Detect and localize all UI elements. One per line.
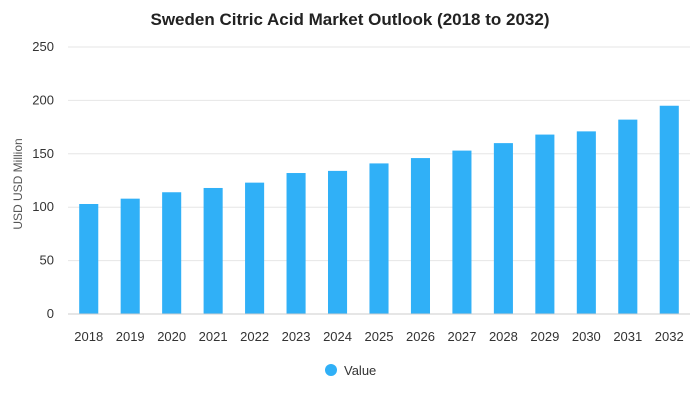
chart-title: Sweden Citric Acid Market Outlook (2018 … (151, 10, 550, 29)
x-tick-label: 2019 (116, 329, 145, 344)
y-tick-label: 150 (32, 146, 54, 161)
legend-label-value: Value (344, 363, 376, 378)
x-tick-label: 2029 (530, 329, 559, 344)
bar-2020[interactable] (162, 192, 182, 314)
x-tick-label: 2032 (655, 329, 684, 344)
x-axis-ticks: 2018 2019 2020 2021 2022 2023 2024 2025 2026 2027… (74, 329, 683, 344)
y-tick-label: 50 (40, 253, 54, 268)
bar-2023[interactable] (286, 173, 306, 314)
legend-swatch-value (325, 364, 337, 376)
bar-2026[interactable] (410, 158, 431, 314)
y-axis-label: USD USD Million (11, 138, 25, 229)
x-tick-label: 2028 (489, 329, 518, 344)
x-tick-label: 2018 (74, 329, 103, 344)
x-tick-label: 2031 (613, 329, 642, 344)
x-tick-label: 2023 (282, 329, 311, 344)
bar-2025[interactable] (369, 163, 389, 314)
bars (79, 105, 679, 315)
bar-2021[interactable] (203, 187, 223, 314)
bar-2029[interactable] (535, 134, 555, 314)
x-tick-label: 2024 (323, 329, 352, 344)
x-tick-label: 2030 (572, 329, 601, 344)
legend[interactable]: Value (325, 363, 376, 378)
bar-2018[interactable] (79, 203, 99, 314)
y-tick-label: 0 (47, 306, 54, 321)
x-tick-label: 2020 (157, 329, 186, 344)
bar-2019[interactable] (120, 198, 140, 314)
bar-2031[interactable] (618, 119, 638, 315)
y-tick-label: 200 (32, 92, 54, 107)
bar-2022[interactable] (245, 182, 265, 314)
x-tick-label: 2026 (406, 329, 435, 344)
x-tick-label: 2022 (240, 329, 269, 344)
x-tick-label: 2025 (365, 329, 394, 344)
x-tick-label: 2027 (447, 329, 476, 344)
bar-2032[interactable] (659, 105, 679, 315)
bar-2030[interactable] (576, 131, 596, 314)
bar-2024[interactable] (327, 170, 348, 314)
x-tick-label: 2021 (199, 329, 228, 344)
y-tick-label: 100 (32, 199, 54, 214)
bar-2028[interactable] (493, 143, 513, 314)
y-tick-label: 250 (32, 39, 54, 54)
y-axis-ticks: 0 50 100 150 200 250 (32, 39, 54, 321)
bar-2027[interactable] (452, 150, 472, 314)
